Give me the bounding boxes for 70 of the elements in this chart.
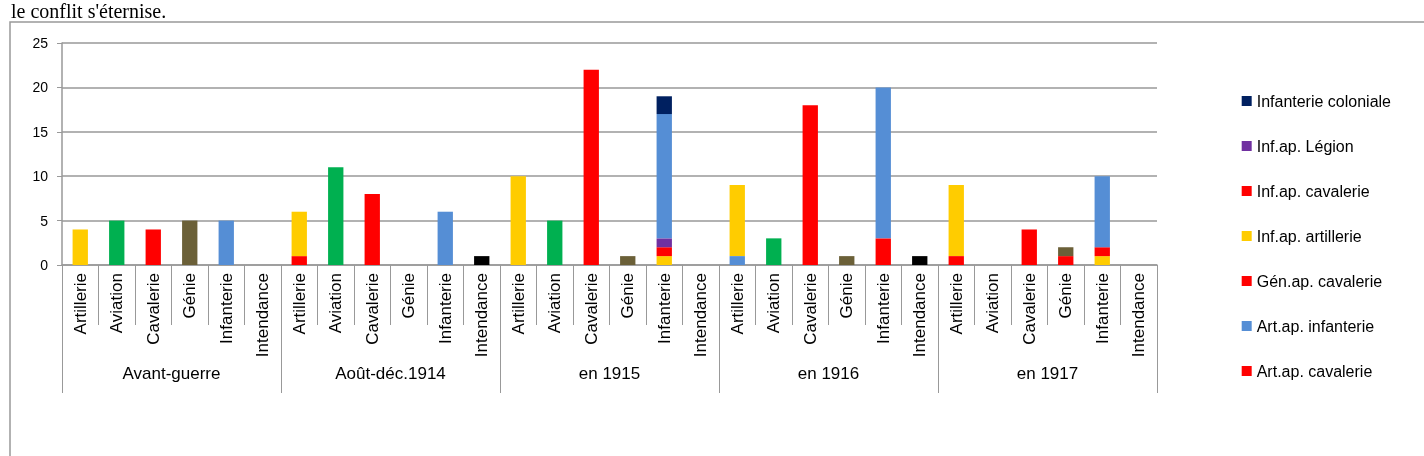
bar [182, 220, 198, 265]
x-tick-label: Intendance [253, 273, 273, 358]
y-tick-label: 0 [40, 257, 49, 273]
y-tick-label: 10 [32, 168, 49, 185]
x-tick-label: Aviation [764, 273, 784, 334]
bar [656, 256, 672, 265]
text: en 1917 [1016, 364, 1079, 383]
x-tick-label: Artillerie [946, 273, 966, 335]
x-tick-label: Infanterie [435, 273, 455, 344]
bar [656, 247, 672, 257]
x-tick-label: Artillerie [289, 273, 309, 335]
bar [729, 256, 745, 265]
x-tick-label: Aviation [983, 273, 1003, 334]
bar [109, 220, 125, 265]
x-tick-label: Cavalerie [581, 273, 601, 345]
x-tick-label: Intendance [472, 273, 492, 358]
legend-label: Inf.ap. Légion [1256, 137, 1354, 155]
bar [547, 220, 563, 265]
x-tick-label: Aviation [326, 273, 346, 334]
legend-label: Art.ap. infanterie [1256, 317, 1375, 335]
x-tick-label: Intendance [910, 273, 930, 358]
bar [839, 256, 855, 265]
x-tick-label: Intendance [691, 273, 711, 358]
x-tick-label: Cavalerie [143, 273, 163, 345]
legend-label: Inf.ap. artillerie [1256, 227, 1362, 245]
text: en 1916 [797, 364, 860, 383]
bar [875, 238, 891, 265]
y-tick-label: 25 [32, 35, 49, 51]
legend-label: Inf.ap. cavalerie [1256, 182, 1370, 200]
y-tick-label: 20 [32, 79, 49, 96]
text: en 1915 [578, 364, 641, 383]
legend-label: Infanterie coloniale [1256, 92, 1392, 110]
y-tick-label: 15 [32, 123, 49, 140]
x-tick-label: Cavalerie [362, 273, 382, 345]
bar [1094, 256, 1110, 265]
x-tick-label: Infanterie [1092, 273, 1112, 344]
chart-title: le conflit s'éternise. [11, 0, 167, 22]
x-tick-label: Aviation [107, 273, 127, 334]
bar [766, 238, 782, 265]
x-tick-label: Artillerie [70, 273, 90, 335]
bar [1094, 247, 1110, 257]
x-tick-label: Génie [837, 273, 857, 319]
bar [656, 238, 672, 248]
bar [912, 256, 928, 265]
text: Avant-guerre [122, 364, 221, 383]
legend-label: Gén.ap. cavalerie [1256, 272, 1383, 290]
x-tick-label: Artillerie [508, 273, 528, 335]
bar [328, 167, 344, 265]
x-tick-label: Infanterie [216, 273, 236, 344]
x-tick-label: Infanterie [873, 273, 893, 344]
legend-label: Art.ap. cavalerie [1256, 362, 1373, 380]
bar [656, 96, 672, 115]
x-tick-label: Génie [180, 273, 200, 319]
bar [474, 256, 490, 265]
bar [1058, 247, 1074, 257]
x-tick-label: Infanterie [654, 273, 674, 344]
bar [620, 256, 636, 265]
x-tick-label: Génie [399, 273, 419, 319]
text: Août-déc.1914 [335, 364, 446, 383]
x-tick-label: Cavalerie [1019, 273, 1039, 345]
y-tick-label: 5 [40, 212, 49, 229]
x-tick-label: Intendance [1129, 273, 1149, 358]
bar [948, 256, 964, 265]
x-tick-label: Artillerie [727, 273, 747, 335]
x-tick-label: Génie [618, 273, 638, 319]
x-tick-label: Cavalerie [800, 273, 820, 345]
x-tick-label: Génie [1056, 273, 1076, 319]
x-tick-label: Aviation [545, 273, 565, 334]
bar [291, 256, 307, 265]
bar [1058, 256, 1074, 265]
